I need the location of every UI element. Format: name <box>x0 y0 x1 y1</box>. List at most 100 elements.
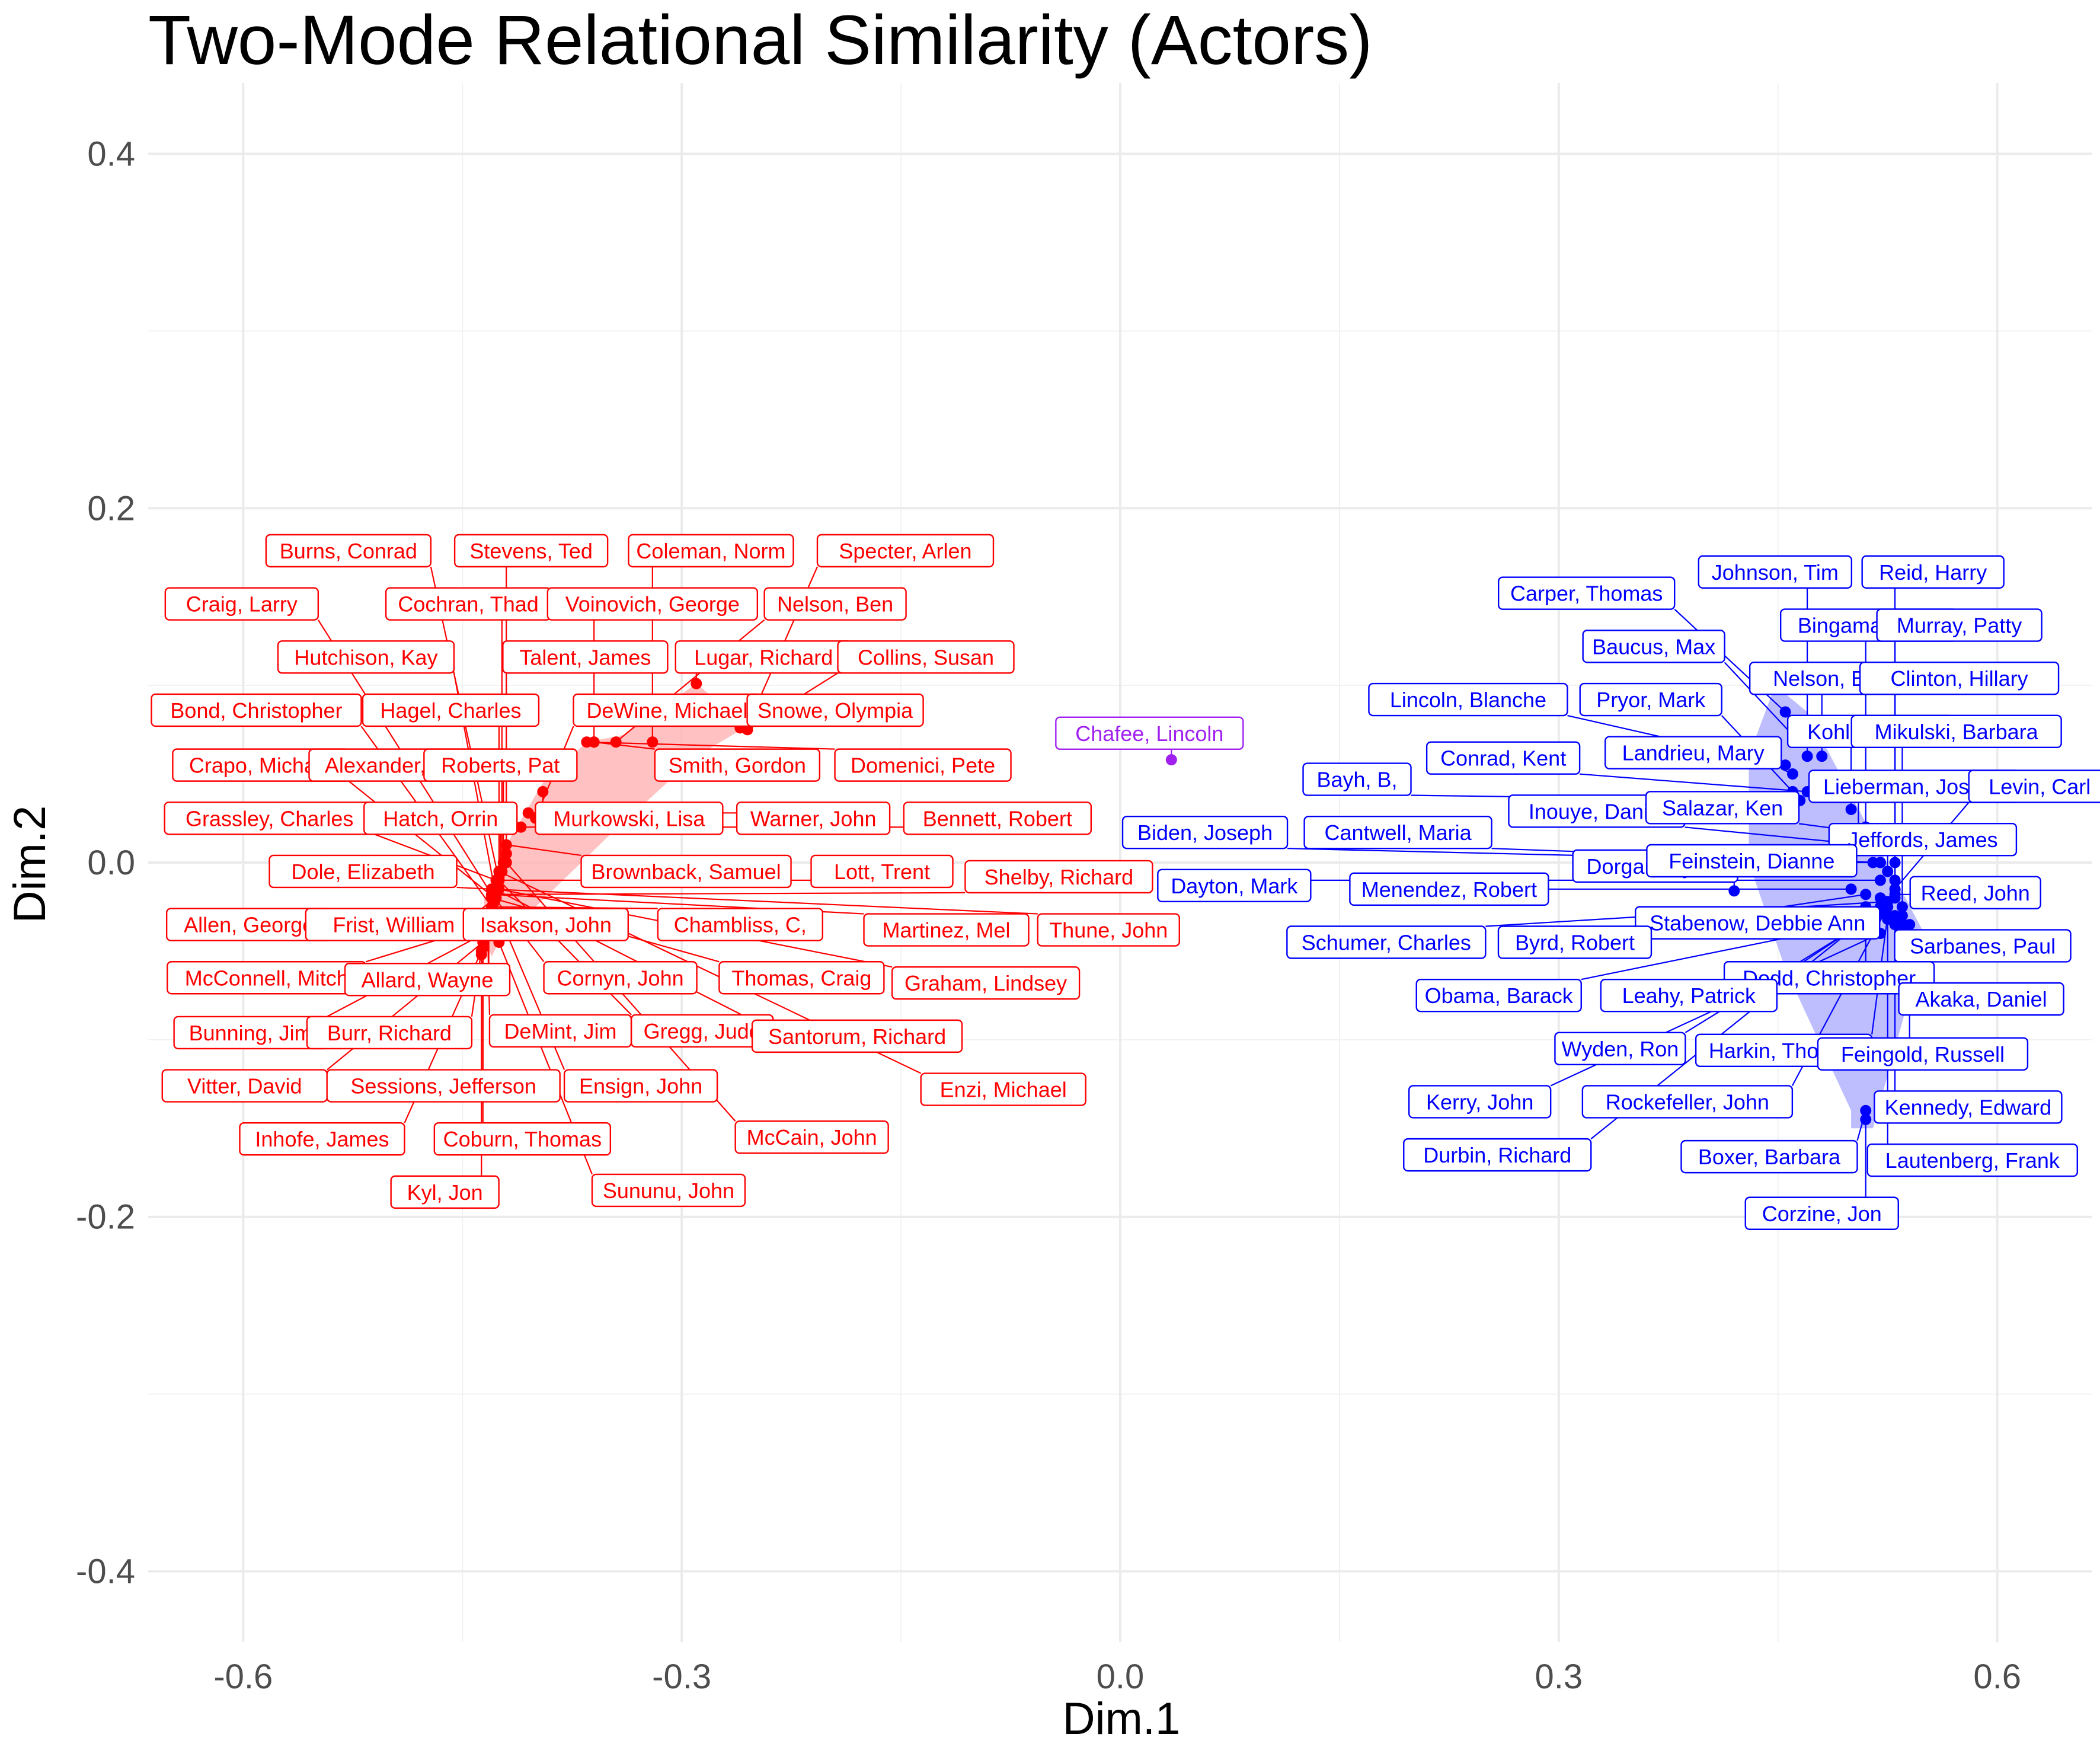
point-reid-harry <box>1889 857 1901 868</box>
label-box <box>151 693 362 727</box>
label-box <box>543 961 698 995</box>
label-lautenberg-frank: Lautenberg, Frank <box>1866 1143 2078 1177</box>
label-box <box>1744 1196 1899 1230</box>
y-tick-label: 0.4 <box>87 135 135 174</box>
label-text: Vitter, David <box>187 1074 302 1098</box>
label-vitter-david: Vitter, David <box>161 1069 328 1103</box>
label-box <box>1302 762 1412 796</box>
point-enzi-michael <box>493 866 505 877</box>
label-dole-elizabeth: Dole, Elizabeth <box>269 854 458 889</box>
label-box <box>1157 868 1312 903</box>
label-coleman-norm: Coleman, Norm <box>628 534 794 568</box>
label-levin-carl: Levin, Carl <box>1968 769 2100 803</box>
label-stabenow-debbie-ann: Stabenow, Debbie Ann <box>1635 906 1881 940</box>
label-box <box>1403 1138 1592 1172</box>
label-text: Hagel, Charles <box>380 698 521 723</box>
label-text: Reed, John <box>1921 881 2030 905</box>
point-coleman-norm <box>647 736 659 748</box>
label-box <box>1349 872 1549 906</box>
label-martinez-mel: Martinez, Mel <box>863 913 1030 947</box>
point-nelson-ben <box>610 736 622 748</box>
label-coburn-thomas: Coburn, Thomas <box>433 1122 612 1156</box>
label-craig-larry: Craig, Larry <box>164 587 319 621</box>
label-text: Stevens, Ted <box>469 539 592 563</box>
point-domenici-pete <box>581 736 593 748</box>
label-text: Enzi, Michael <box>940 1078 1067 1102</box>
label-jeffords-james: Jeffords, James <box>1828 822 2018 857</box>
label-byrd-robert: Byrd, Robert <box>1497 925 1652 959</box>
point-roberts-pat <box>500 848 512 860</box>
label-box <box>1581 1085 1794 1119</box>
label-collins-susan: Collins, Susan <box>837 640 1015 674</box>
label-box <box>1600 978 1778 1013</box>
point-bennett-robert <box>515 821 527 833</box>
label-box <box>1698 555 1853 589</box>
label-box <box>269 854 458 889</box>
label-text: Bond, Christopher <box>170 698 342 723</box>
label-box <box>1645 791 1800 825</box>
label-text: Talent, James <box>519 645 651 669</box>
label-clinton-hillary: Clinton, Hillary <box>1859 661 2060 695</box>
tick-labels: -0.6 -0.3 0.0 0.3 0.6 -0.4 -0.2 0.0 0.2 0.4 <box>76 135 2021 1696</box>
label-rockefeller-john: Rockefeller, John <box>1581 1085 1794 1119</box>
label-box <box>1635 906 1881 940</box>
label-box <box>1055 716 1244 751</box>
point-landrieu-mary <box>1786 768 1798 780</box>
label-text: Corzine, Jon <box>1762 1202 1882 1226</box>
connector-conrad-kent <box>1580 773 1808 793</box>
label-text: DeWine, Michael <box>586 698 747 723</box>
label-text: Graham, Lindsey <box>904 971 1067 995</box>
point-corzine-jon <box>1860 1113 1872 1125</box>
label-text: Sessions, Jefferson <box>350 1074 536 1098</box>
label-text: Salazar, Ken <box>1662 796 1783 820</box>
x-axis-title: Dim.1 <box>1063 1694 1180 1744</box>
point-santorum-richard <box>488 883 500 895</box>
label-text: Specter, Arlen <box>839 539 971 563</box>
label-burr-richard: Burr, Richard <box>306 1015 473 1050</box>
label-sununu-john: Sununu, John <box>591 1173 746 1208</box>
label-box <box>751 1019 963 1053</box>
label-reid-harry: Reid, Harry <box>1861 555 2005 589</box>
label-box <box>1876 608 2043 642</box>
label-salazar-ken: Salazar, Ken <box>1645 791 1800 825</box>
label-chafee-lincoln: Chafee, Lincoln <box>1055 716 1244 751</box>
label-text: Levin, Carl <box>1989 774 2091 799</box>
label-text: Chafee, Lincoln <box>1075 721 1223 746</box>
label-kyl-jon: Kyl, Jon <box>390 1175 500 1209</box>
point-johnson-tim <box>1801 751 1813 762</box>
label-box <box>326 1069 561 1103</box>
point-feingold-russell <box>1904 919 1916 931</box>
label-box <box>1861 555 2005 589</box>
label-text: Bayh, B, <box>1316 768 1397 792</box>
y-tick-label: -0.2 <box>76 1198 135 1237</box>
label-box <box>1898 982 2064 1016</box>
label-thomas-craig: Thomas, Craig <box>718 961 885 995</box>
label-box <box>1579 682 1722 717</box>
label-cornyn-john: Cornyn, John <box>543 961 698 995</box>
x-tick-label: 0.0 <box>1097 1658 1145 1696</box>
label-box <box>1037 913 1180 947</box>
label-text: Snowe, Olympia <box>757 698 913 723</box>
label-box <box>1894 929 2072 963</box>
label-text: Voinovich, George <box>565 592 740 617</box>
label-sarbanes-paul: Sarbanes, Paul <box>1894 929 2072 963</box>
label-box <box>1121 815 1289 850</box>
x-tick-label: -0.6 <box>213 1658 273 1696</box>
label-box <box>580 854 792 889</box>
label-box <box>546 587 759 621</box>
label-johnson-tim: Johnson, Tim <box>1698 555 1853 589</box>
label-murray-patty: Murray, Patty <box>1876 608 2043 642</box>
label-lott-trent: Lott, Trent <box>810 854 954 889</box>
label-text: Gregg, Judd <box>644 1019 761 1043</box>
label-text: Conrad, Kent <box>1440 746 1566 771</box>
label-box <box>1582 630 1725 663</box>
label-text: Kennedy, Edward <box>1885 1095 2052 1119</box>
point-ensign-john <box>486 892 498 904</box>
point-feinstein-dianne <box>1874 857 1886 868</box>
label-box <box>591 1173 746 1208</box>
label-text: Akaka, Daniel <box>1916 987 2047 1011</box>
label-box <box>834 748 1012 782</box>
label-akaka-daniel: Akaka, Daniel <box>1898 982 2064 1016</box>
label-box <box>1866 1143 2078 1177</box>
label-box <box>265 534 432 568</box>
